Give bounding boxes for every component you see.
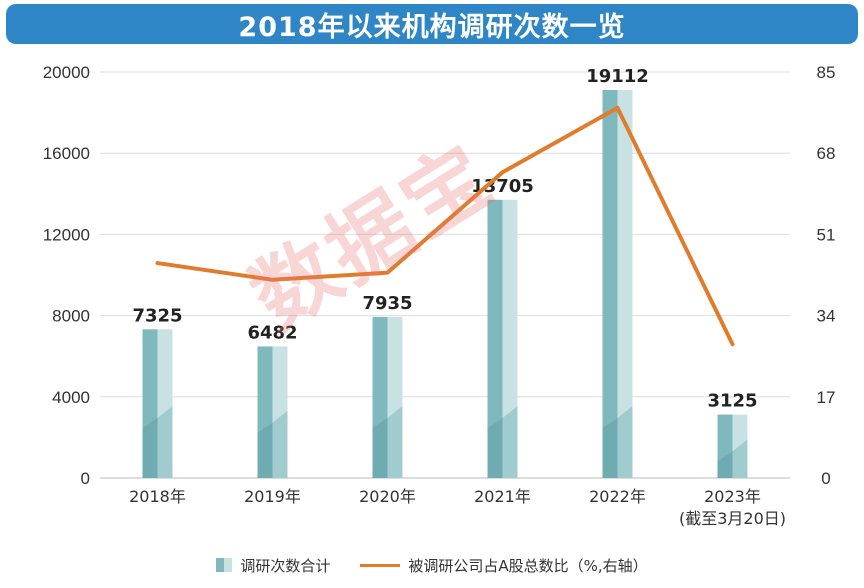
x-tick-label: 2023年 bbox=[704, 487, 761, 506]
y-left-tick-label: 0 bbox=[81, 469, 90, 488]
y-right-tick-label: 85 bbox=[817, 63, 836, 82]
bar bbox=[602, 90, 618, 478]
legend-bar-swatch bbox=[216, 558, 233, 572]
bar-shade bbox=[142, 418, 158, 478]
bar-data-label: 13705 bbox=[471, 176, 534, 197]
x-tick-label: 2019年 bbox=[244, 487, 301, 506]
bar-data-label: 7935 bbox=[362, 293, 412, 314]
bar bbox=[487, 199, 503, 478]
bar-data-label: 6482 bbox=[247, 322, 297, 343]
y-left-tick-label: 4000 bbox=[52, 388, 90, 407]
y-right-tick-label: 51 bbox=[817, 225, 836, 244]
bar-shade-side bbox=[272, 410, 288, 478]
bar-shade bbox=[487, 418, 503, 478]
bar-side bbox=[617, 90, 633, 478]
y-right-tick-label: 0 bbox=[821, 469, 830, 488]
legend-line-swatch bbox=[360, 563, 401, 567]
line-point bbox=[616, 106, 619, 110]
y-right-tick-label: 34 bbox=[817, 307, 836, 326]
bar-shade-side bbox=[387, 406, 403, 478]
bar-shade bbox=[372, 418, 388, 478]
bar-shade bbox=[602, 418, 618, 478]
y-left-tick-label: 20000 bbox=[43, 63, 90, 82]
bar bbox=[717, 414, 733, 478]
line-point bbox=[501, 170, 504, 174]
bar-shade-side bbox=[732, 439, 748, 478]
bar-shade bbox=[717, 451, 733, 478]
x-tick-label: 2021年 bbox=[474, 487, 531, 506]
y-left-tick-label: 12000 bbox=[43, 225, 90, 244]
bar-shade bbox=[257, 422, 273, 478]
legend-item-line: 被调研公司占A股总数比（%,右轴） bbox=[360, 555, 648, 576]
y-left-tick-label: 8000 bbox=[52, 307, 90, 326]
bar-data-label: 7325 bbox=[132, 305, 182, 326]
bar bbox=[257, 346, 273, 478]
line-point bbox=[386, 271, 389, 275]
y-right-tick-label: 17 bbox=[817, 388, 836, 407]
x-tick-label: 2020年 bbox=[359, 487, 416, 506]
line-point bbox=[271, 278, 274, 282]
legend-line-label: 被调研公司占A股总数比（%,右轴） bbox=[408, 556, 648, 575]
bar-shade-side bbox=[502, 406, 518, 478]
bar-data-label: 3125 bbox=[707, 391, 757, 412]
chart-title: 2018年以来机构调研次数一览 bbox=[238, 11, 626, 43]
legend-bar-label: 调研次数合计 bbox=[240, 556, 331, 575]
legend-item-bars: 调研次数合计 bbox=[216, 555, 330, 576]
bar-data-label: 19112 bbox=[586, 66, 649, 87]
y-right-tick-label: 68 bbox=[817, 144, 836, 163]
x-tick-note: (截至3月20日) bbox=[679, 509, 786, 528]
bar bbox=[142, 329, 158, 478]
bar bbox=[372, 316, 388, 478]
title-bar: 2018年以来机构调研次数一览 bbox=[6, 4, 858, 44]
line-point bbox=[731, 342, 734, 346]
legend: 调研次数合计 被调研公司占A股总数比（%,右轴） bbox=[0, 550, 864, 580]
bar-shade-side bbox=[157, 406, 173, 478]
x-tick-label: 2022年 bbox=[589, 487, 646, 506]
line-series bbox=[155, 105, 735, 347]
y-left-tick-label: 16000 bbox=[43, 144, 90, 163]
bar-shade-side bbox=[617, 406, 633, 478]
x-tick-label: 2018年 bbox=[129, 487, 186, 506]
line-point bbox=[156, 261, 159, 265]
bar-side bbox=[502, 199, 518, 478]
